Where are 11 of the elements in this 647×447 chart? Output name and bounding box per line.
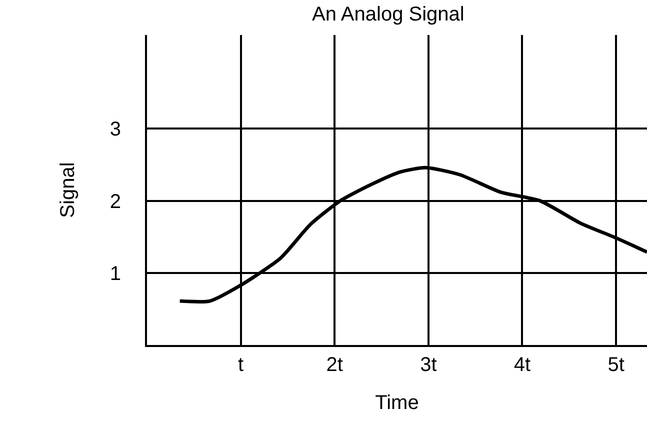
y-tick-label: 2 bbox=[110, 190, 121, 213]
y-tick-label: 1 bbox=[110, 262, 121, 285]
chart-title: An Analog Signal bbox=[312, 4, 464, 26]
x-tick-label: 5t bbox=[608, 354, 625, 376]
x-tick-label: 3t bbox=[420, 354, 438, 376]
x-tick-label: 2t bbox=[326, 354, 344, 376]
x-tick-label: t bbox=[238, 354, 244, 376]
x-axis-title: Time bbox=[375, 392, 419, 414]
y-axis-title: Signal bbox=[56, 162, 79, 218]
x-tick-label: 4t bbox=[514, 354, 532, 376]
y-tick-label: 3 bbox=[110, 118, 121, 141]
